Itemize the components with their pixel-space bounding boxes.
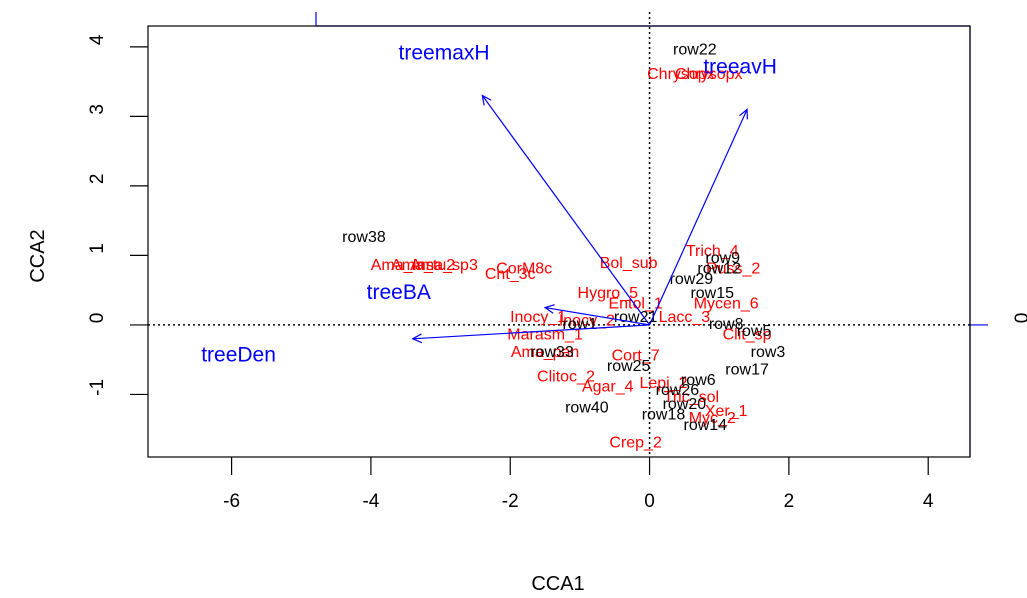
site-label: row17	[725, 361, 769, 378]
y-axis-title: CCA2	[27, 229, 49, 282]
x-tick-label: -6	[223, 491, 240, 512]
site-label: row26	[656, 382, 700, 399]
arrow-shaft	[481, 95, 651, 326]
species-label: Agar_4	[582, 379, 634, 396]
arrow-head	[481, 94, 492, 106]
site-label: row20	[663, 396, 707, 413]
species-label: Chrysopx	[647, 66, 715, 83]
species-label: Myc_2	[689, 410, 736, 427]
site-label: row1	[563, 316, 598, 333]
site-label: row38	[342, 229, 386, 246]
species-label: Ama_sp3	[410, 257, 478, 274]
species-label: Lepi_2	[639, 375, 687, 392]
site-label: row40	[565, 400, 609, 417]
species-label: Mycen_6	[694, 295, 759, 312]
site-scores: row38row22row29row9row12row15row21row5ro…	[342, 42, 785, 434]
x-tick-label: 0	[644, 491, 655, 512]
y-tick-label: 1	[87, 243, 108, 254]
arrow-head	[411, 333, 423, 344]
arrow-label: treeBA	[367, 281, 431, 304]
plot-border	[147, 25, 971, 458]
x-tick-label: 4	[923, 491, 934, 512]
species-label: Inocy_1	[510, 309, 566, 326]
arrow-label: treeDen	[201, 344, 276, 367]
arrow-head	[739, 108, 748, 120]
arrow-shaft	[412, 324, 650, 340]
species-label: Tric_sol	[664, 389, 719, 406]
site-label: row3	[751, 344, 786, 361]
species-label: Xer_1	[705, 403, 748, 420]
species-label: Ama_tu2	[391, 257, 455, 274]
y-tick-label: 2	[87, 174, 108, 185]
y-tick-label: -1	[87, 379, 108, 396]
site-label: row6	[681, 372, 716, 389]
species-label: Ama_pan	[511, 344, 580, 361]
site-label: row15	[690, 285, 734, 302]
species-label: Clitoc_2	[537, 368, 595, 385]
species-label: Entol_1	[608, 295, 662, 312]
site-label: row8	[709, 316, 744, 333]
site-label: row33	[530, 344, 574, 361]
plot-frame	[147, 25, 971, 458]
species-label: Cnt_3c	[485, 266, 536, 283]
y-tick-label: 0	[87, 313, 108, 324]
species-label: Ama_Ins	[371, 257, 434, 274]
species-label: Russ_2	[706, 261, 760, 278]
arrow-label: treemaxH	[399, 41, 490, 64]
y-tick-label: 4	[87, 34, 108, 45]
species-label: Trich_4	[686, 243, 739, 260]
species-label: Chrysopx	[675, 66, 743, 83]
site-label: row29	[670, 271, 714, 288]
species-label: Cort_7	[612, 347, 660, 364]
right-axis-tick-label: 0	[1012, 313, 1027, 324]
site-label: row14	[683, 417, 727, 434]
arrow-shaft	[544, 306, 650, 326]
site-label: row12	[697, 261, 741, 278]
site-label: row18	[642, 407, 686, 424]
x-axis-title: CCA1	[531, 573, 584, 595]
site-label: row22	[673, 42, 717, 59]
site-label: row25	[607, 358, 651, 375]
site-label: row21	[614, 309, 658, 326]
x-tick-label: -2	[502, 491, 519, 512]
species-label: Marasm_1	[507, 327, 583, 344]
environmental-arrows: treemaxH treeavH treeBA treeDen	[201, 41, 777, 366]
arrow-shaft	[649, 109, 748, 326]
x-tick-label: -4	[362, 491, 379, 512]
arrow-head	[543, 304, 555, 314]
site-label: row5	[737, 323, 772, 340]
species-label: Crep_2	[609, 434, 662, 451]
origin-reference-lines	[148, 12, 970, 457]
arrow-label: treeavH	[703, 55, 777, 78]
x-axis: -6 -4 -2 0 2 4	[223, 457, 934, 512]
species-label: Clit_sp	[723, 327, 772, 344]
y-axis: -1 0 1 2 3 4	[87, 34, 148, 396]
species-label: Lacc_3	[659, 309, 711, 326]
x-tick-label: 2	[784, 491, 795, 512]
species-label: CorM8c	[496, 261, 552, 278]
species-label: Bol_sub	[600, 255, 658, 272]
y-tick-label: 3	[87, 104, 108, 115]
site-label: row9	[705, 250, 740, 267]
